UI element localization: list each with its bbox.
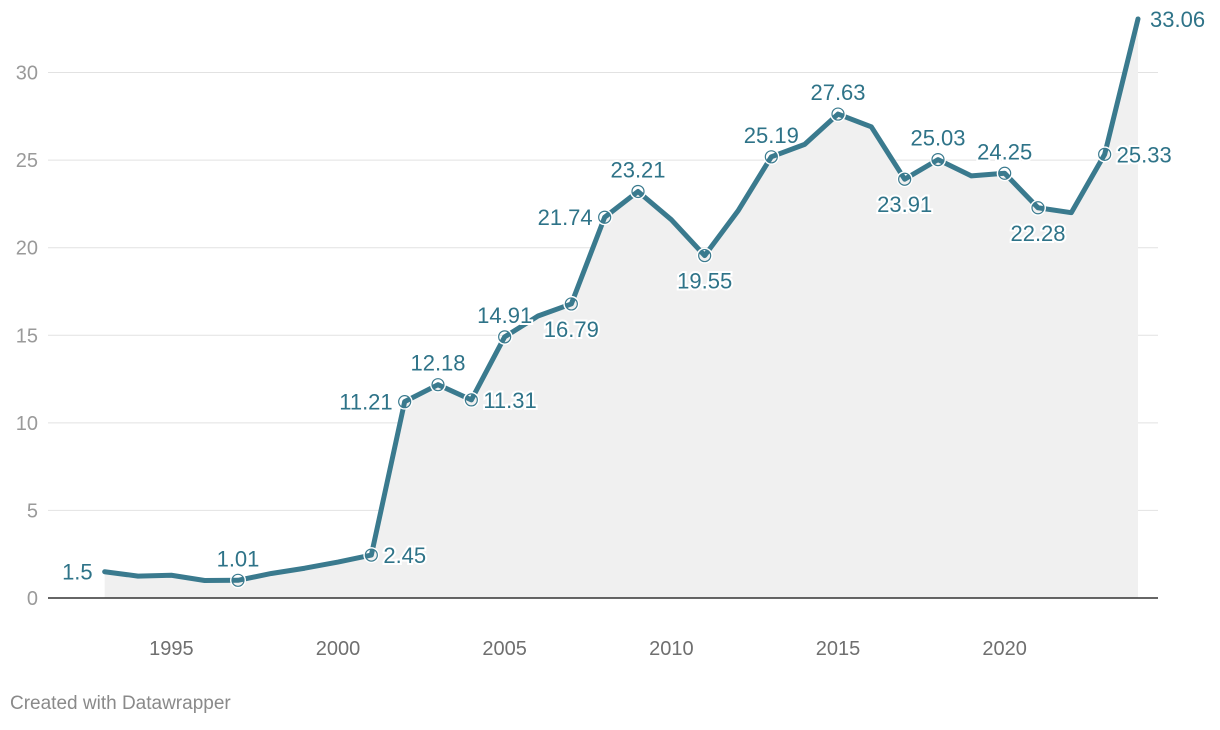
y-tick-label: 5 (27, 500, 38, 522)
point-marker (396, 393, 413, 410)
point-marker (231, 573, 245, 587)
data-label: 21.74 (538, 205, 593, 230)
point-marker (564, 297, 578, 311)
point-marker (596, 209, 613, 226)
point-marker (896, 171, 913, 188)
area-fill (104, 18, 1139, 598)
x-tick-label: 2015 (816, 638, 861, 660)
y-axis-ticks: 0 5 10 15 20 25 30 (16, 63, 38, 610)
data-label: 14.91 (477, 303, 532, 328)
x-tick-label: 2010 (649, 638, 694, 660)
data-label: 24.25 (977, 139, 1032, 164)
point-marker (631, 184, 645, 199)
point-marker (1030, 199, 1046, 216)
line-chart: 0 5 10 15 20 25 30 1995 2000 2005 2010 2015 2020 1.… (16, 5, 1207, 660)
y-tick-label: 15 (16, 325, 38, 347)
data-label: 1.5 (62, 560, 93, 585)
point-marker (398, 395, 412, 409)
y-tick-label: 30 (16, 63, 38, 85)
point-marker (563, 295, 580, 312)
point-marker (1031, 201, 1045, 215)
point-marker (364, 548, 378, 562)
x-axis-ticks: 1995 2000 2005 2010 2015 2020 (149, 638, 1027, 660)
data-label: 2.45 (383, 543, 426, 568)
point-marker (996, 165, 1013, 182)
point-marker (1098, 147, 1112, 161)
data-label: 16.79 (544, 317, 599, 342)
point-marker (363, 547, 380, 564)
x-tick-label: 2000 (316, 638, 361, 660)
point-marker (430, 376, 446, 393)
x-tick-label: 2020 (982, 638, 1027, 660)
point-marker (998, 166, 1012, 180)
data-label: 11.31 (483, 388, 536, 413)
point-marker (763, 148, 780, 165)
data-label: 1.01 (217, 546, 260, 571)
data-label: 25.33 (1117, 142, 1172, 167)
point-marker (496, 328, 513, 345)
point-marker (431, 378, 445, 392)
x-tick-label: 1995 (149, 638, 194, 660)
point-marker (498, 330, 512, 344)
point-marker (630, 183, 646, 200)
data-label: 23.21 (610, 157, 665, 182)
data-label: 25.03 (910, 126, 965, 151)
point-marker (1096, 146, 1113, 163)
data-label: 27.63 (810, 80, 865, 105)
point-marker (931, 152, 945, 167)
x-tick-label: 2005 (482, 638, 527, 660)
data-label: 33.06 (1150, 7, 1205, 32)
data-labels: 1.5 1.01 2.45 11.21 12.18 11.31 14.91 16.79 21.7… (60, 5, 1207, 587)
point-marker (698, 248, 712, 263)
data-label: 19.55 (677, 269, 732, 294)
y-tick-label: 25 (16, 150, 38, 172)
point-marker (831, 107, 845, 121)
point-marker (598, 210, 612, 224)
data-label: 11.21 (339, 390, 392, 415)
point-marker (898, 172, 912, 186)
data-label: 25.19 (744, 123, 799, 148)
point-marker (930, 151, 946, 168)
credit-text: Created with Datawrapper (10, 693, 231, 714)
point-marker (764, 150, 778, 164)
data-label: 22.28 (1010, 221, 1065, 246)
series-line (102, 16, 1141, 583)
y-tick-label: 20 (16, 238, 38, 260)
point-marker (464, 393, 478, 407)
point-marker (230, 572, 246, 589)
point-markers (230, 106, 1113, 589)
data-label: 23.91 (877, 192, 932, 217)
y-tick-label: 10 (16, 413, 38, 435)
point-marker (696, 247, 713, 264)
data-label: 12.18 (410, 351, 465, 376)
y-tick-label: 0 (27, 588, 38, 610)
point-marker (463, 391, 480, 408)
point-marker (830, 106, 846, 123)
